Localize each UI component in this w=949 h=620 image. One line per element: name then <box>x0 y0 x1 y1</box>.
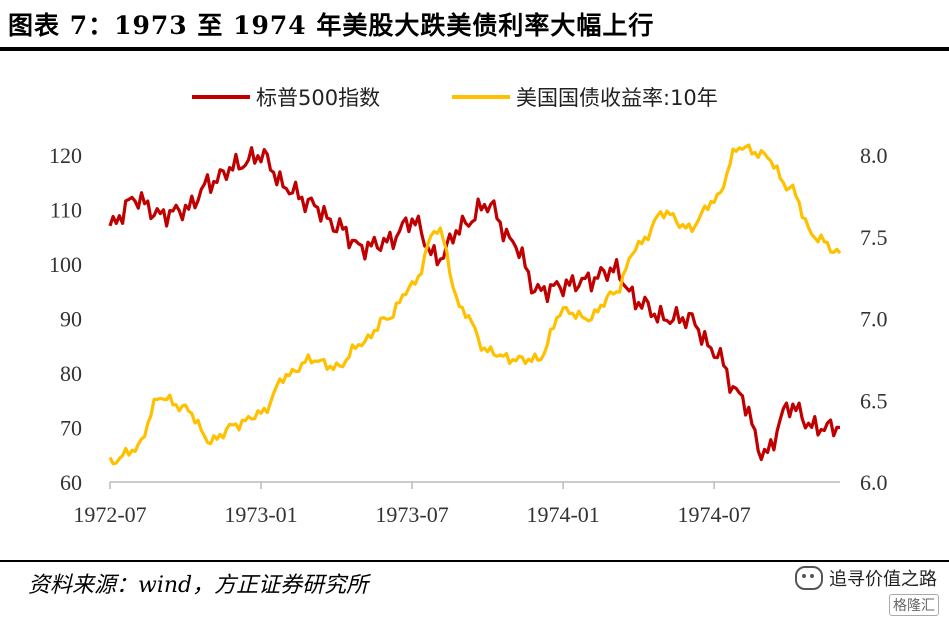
y-left-tick-label: 90 <box>60 307 82 332</box>
y-left-tick-label: 100 <box>49 252 82 277</box>
legend-label: 美国国债收益率:10年 <box>516 86 718 110</box>
chart-title: 图表 7：1973 至 1974 年美股大跌美债利率大幅上行 <box>8 11 655 40</box>
source-note: 资料来源：wind，方正证券研究所 <box>28 573 369 598</box>
wechat-icon <box>795 566 823 590</box>
watermark: 追寻价值之路 <box>795 565 937 591</box>
y-right-tick-label: 7.5 <box>860 225 888 250</box>
x-tick-label: 1973-07 <box>375 502 448 527</box>
x-tick-label: 1972-07 <box>73 502 146 527</box>
y-right-tick-label: 6.0 <box>860 470 888 495</box>
x-tick-label: 1973-01 <box>224 502 297 527</box>
y-right-tick-label: 6.5 <box>860 388 888 413</box>
y-left-tick-label: 70 <box>60 416 82 441</box>
series-line-sp500 <box>108 146 841 462</box>
watermark-sub: 格隆汇 <box>889 594 939 616</box>
x-axis: 1972-07 1973-01 1973-07 1974-01 1974-07 <box>73 482 751 527</box>
series-layer <box>108 143 842 466</box>
y-left-tick-label: 80 <box>60 361 82 386</box>
footer-rule <box>0 560 949 562</box>
y-right-tick-label: 7.0 <box>860 307 888 332</box>
y-left-tick-label: 60 <box>60 470 82 495</box>
legend: 标普500指数 美国国债收益率:10年 <box>192 86 718 110</box>
right-y-axis: 6.0 6.5 7.0 7.5 8.0 <box>860 143 888 495</box>
line-chart: 标普500指数 美国国债收益率:10年 60 70 80 90 100 110 120 6.0… <box>49 86 888 527</box>
header-rule <box>0 47 949 51</box>
x-tick-label: 1974-01 <box>526 502 599 527</box>
y-left-tick-label: 120 <box>49 143 82 168</box>
x-tick-label: 1974-07 <box>677 502 750 527</box>
y-right-tick-label: 8.0 <box>860 143 888 168</box>
watermark-text: 追寻价值之路 <box>829 569 937 590</box>
series-line-us10y <box>108 143 842 466</box>
y-left-tick-label: 110 <box>50 198 82 223</box>
left-y-axis: 60 70 80 90 100 110 120 <box>49 143 82 495</box>
legend-label: 标普500指数 <box>256 86 380 110</box>
